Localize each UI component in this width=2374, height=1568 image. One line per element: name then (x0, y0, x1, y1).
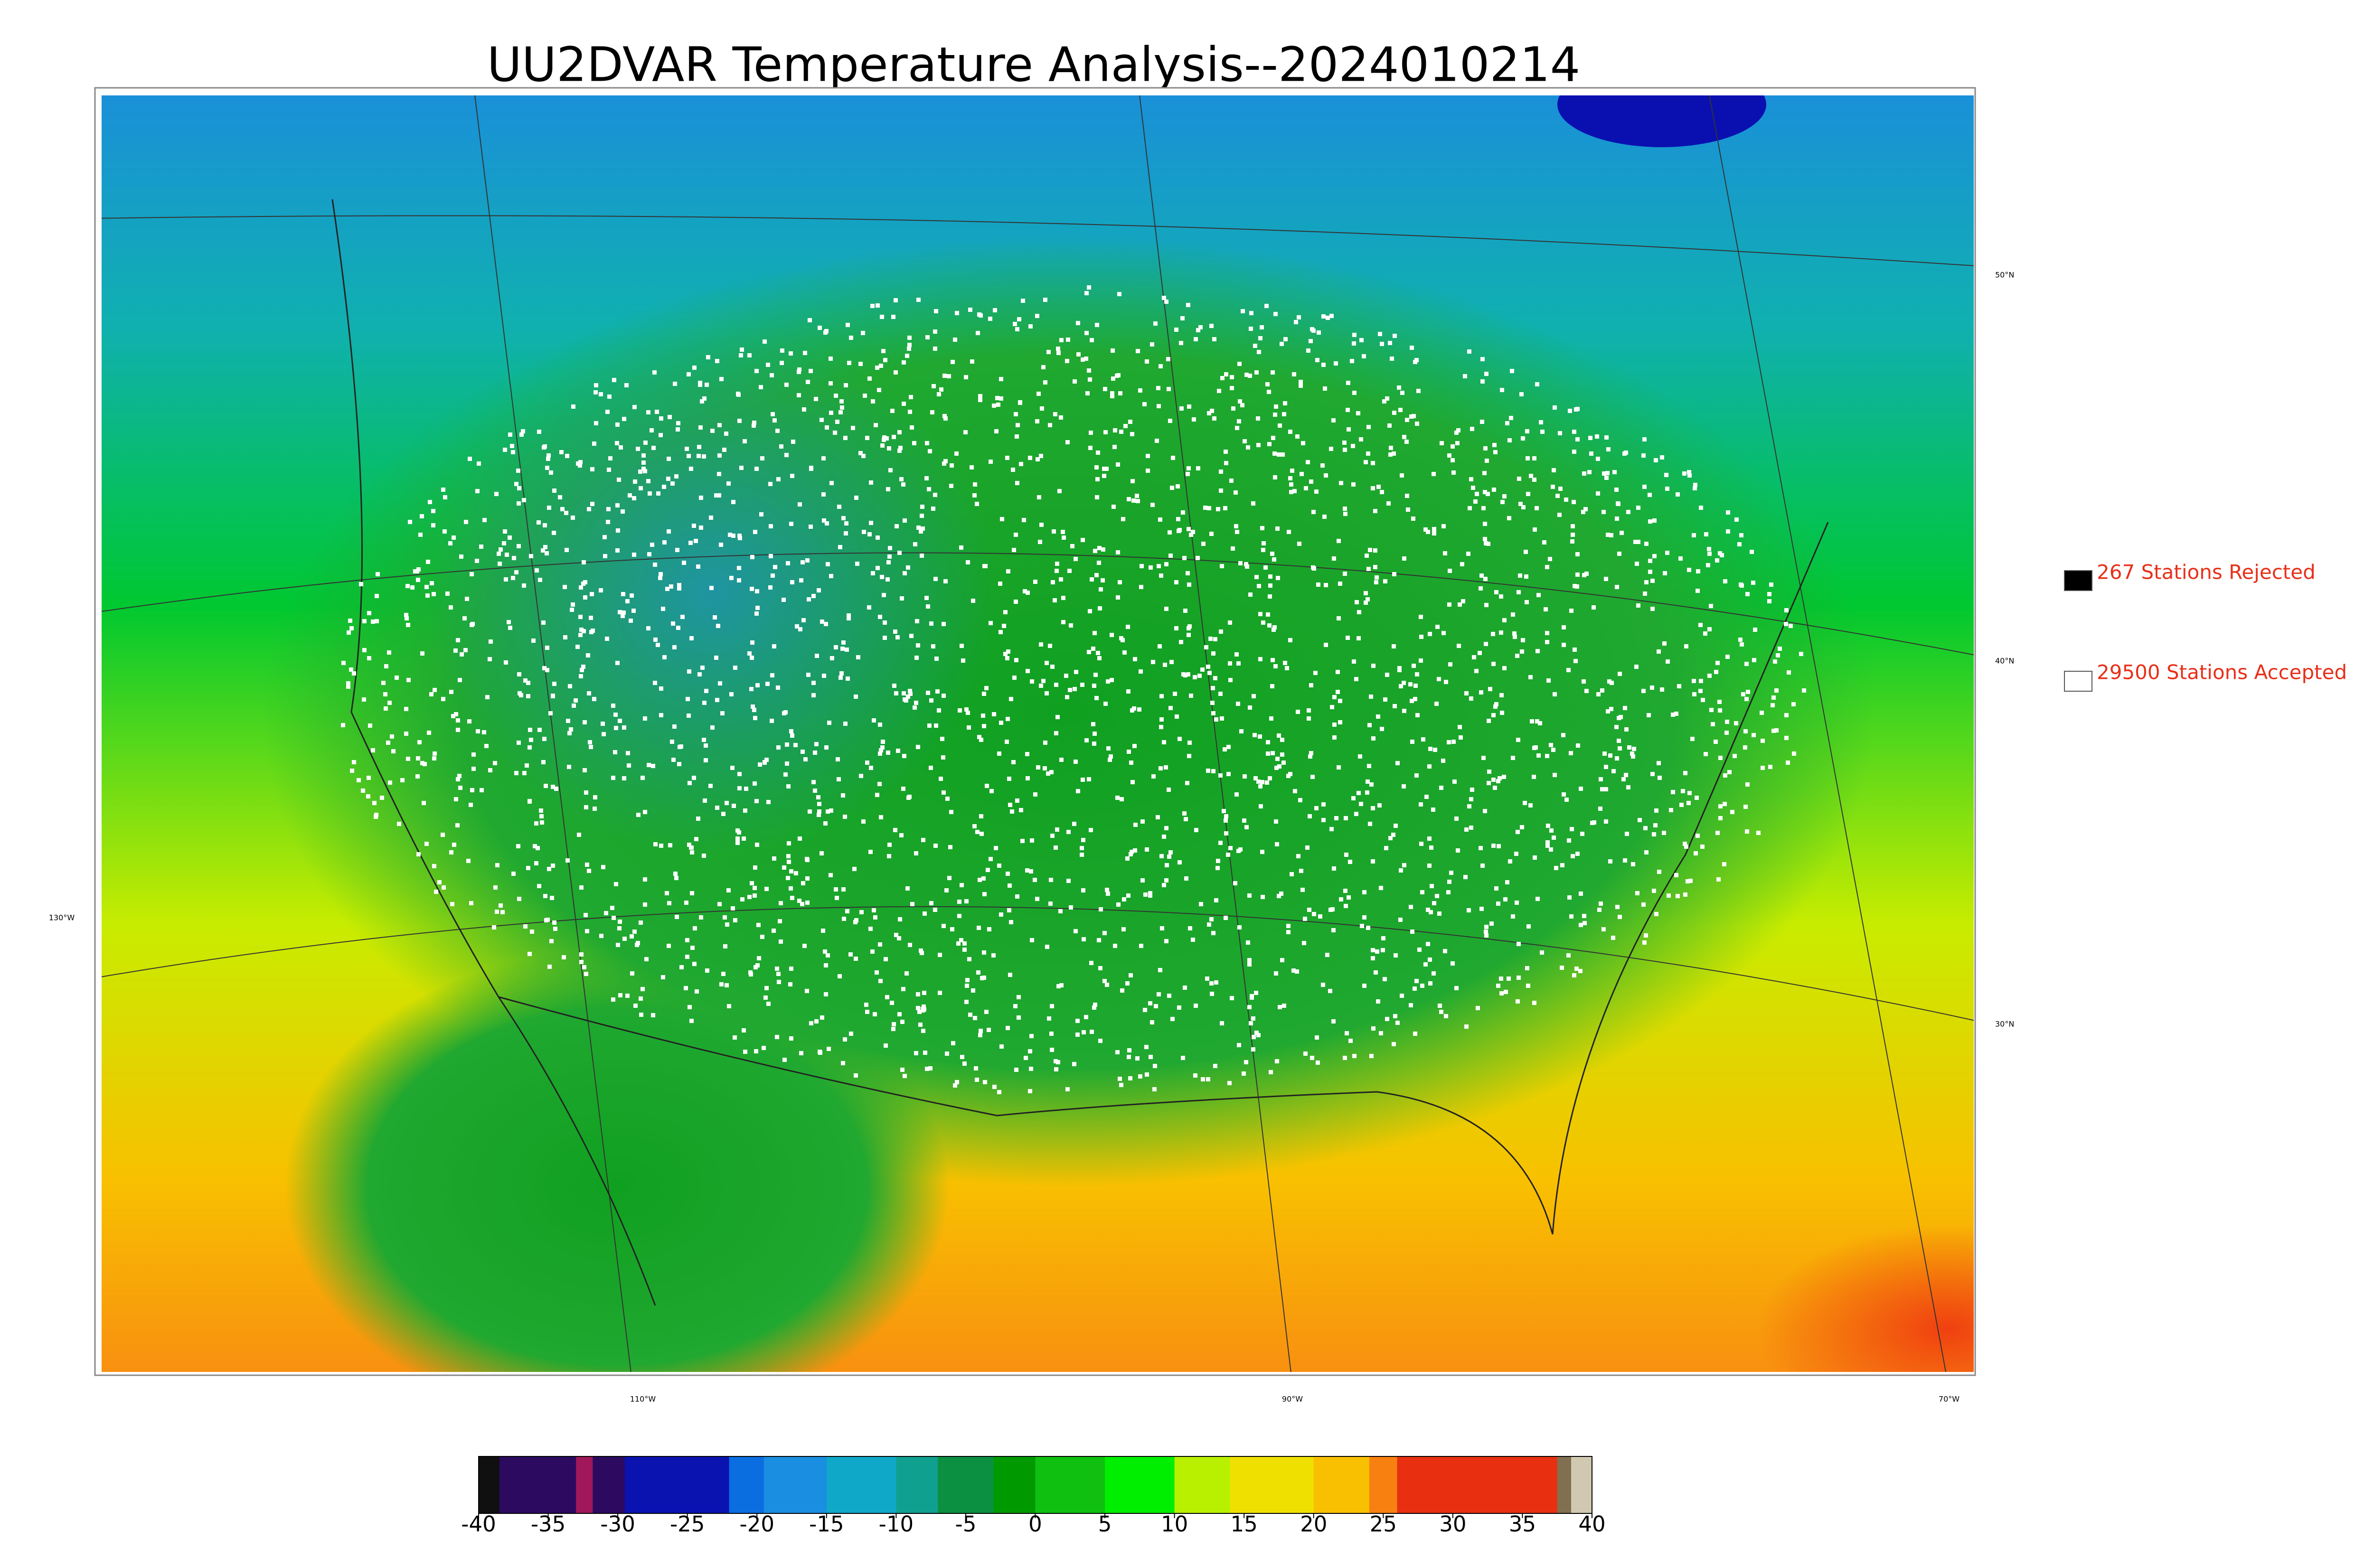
colorbar-tick-label: 15 (1231, 1512, 1258, 1537)
colorbar-band (938, 1456, 994, 1513)
map-field (102, 95, 1974, 1372)
colorbar-tick-label: -20 (740, 1512, 775, 1537)
colorbar-band (729, 1456, 764, 1513)
colorbar-tick-label: -35 (531, 1512, 566, 1537)
colorbar-band (593, 1456, 625, 1513)
lat-label: 50°N (1995, 271, 2014, 280)
lon-label: 70°W (1939, 1395, 1959, 1404)
coastline (331, 199, 1829, 1306)
colorbar-tick-label: 20 (1300, 1512, 1327, 1537)
graticule (102, 95, 1974, 1372)
station-dots (341, 285, 1806, 1094)
mexico-region (285, 949, 950, 1372)
colorbar-band (763, 1456, 827, 1513)
colorbar-tick-label: 5 (1098, 1512, 1112, 1537)
lat-label: 30°N (1995, 1020, 2014, 1029)
colorbar-band (896, 1456, 938, 1513)
colorbar-band (1557, 1456, 1572, 1513)
colorbar-band (624, 1456, 730, 1513)
colorbar-tick-label: -10 (879, 1512, 914, 1537)
colorbar-tick-label: 35 (1509, 1512, 1536, 1537)
colorbar-tick-label: -30 (600, 1512, 635, 1537)
colorbar-band (479, 1456, 500, 1513)
legend-rejected: 267 Stations Rejected (2097, 561, 2316, 584)
colorbar-tick-label: 40 (1578, 1512, 1605, 1537)
colorbar-band (1105, 1456, 1175, 1513)
lon-label: 130°W (49, 913, 75, 922)
colorbar-band (993, 1456, 1036, 1513)
colorbar-band (1313, 1456, 1370, 1513)
colorbar-tick-label: 25 (1370, 1512, 1397, 1537)
colorbar-band (1035, 1456, 1105, 1513)
colorbar-band (826, 1456, 896, 1513)
colorbar-tick-label: 30 (1439, 1512, 1466, 1537)
colorbar-tick-label: -15 (809, 1512, 844, 1537)
cold-spot (1557, 95, 1766, 147)
lat-label: 40°N (1995, 657, 2014, 666)
colorbar-tick-label: -25 (670, 1512, 705, 1537)
colorbar-band (1571, 1456, 1592, 1513)
colorbar-tick-label: 0 (1028, 1512, 1042, 1537)
colorbar-band (1230, 1456, 1314, 1513)
colorbar-band (1174, 1456, 1231, 1513)
legend-accepted: 29500 Stations Accepted (2097, 661, 2347, 684)
rejected-swatch (2064, 570, 2092, 591)
colorbar-tick-label: -40 (461, 1512, 496, 1537)
colorbar-band (576, 1456, 593, 1513)
colorbar: -40 -35 -30 -25 -20 -15 -10 -5 0 5 10 15 20 25 30 35 40 (461, 1456, 1606, 1537)
colorbar-tick-label: -5 (955, 1512, 977, 1537)
colorbar-band (1397, 1456, 1558, 1513)
lon-label: 110°W (630, 1395, 656, 1404)
colorbar-tick-label: 10 (1161, 1512, 1188, 1537)
hot-region (1757, 1225, 1974, 1372)
colorbar-band (1369, 1456, 1398, 1513)
map-title: UU2DVAR Temperature Analysis--2024010214 (487, 37, 1581, 92)
lon-label: 90°W (1282, 1395, 1303, 1404)
cold-region (427, 332, 997, 854)
accepted-swatch (2064, 671, 2092, 692)
colorbar-band (499, 1456, 576, 1513)
